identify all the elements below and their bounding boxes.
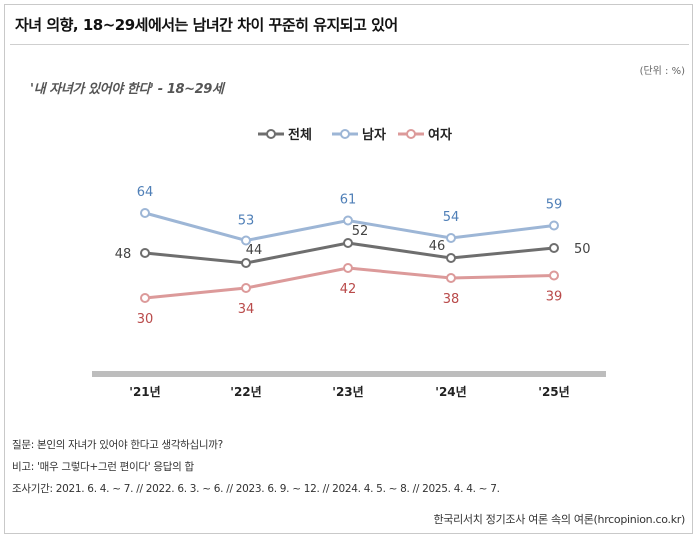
- note-period: 조사기간: 2021. 6. 4. ~ 7. // 2022. 6. 3. ~ …: [12, 483, 500, 495]
- series-male: 64 53 61 54 59: [137, 185, 563, 246]
- series-total: 48 44 52 46 50: [115, 224, 591, 268]
- x-axis-ticks: '21년 '22년 '23년 '24년 '25년: [129, 385, 569, 399]
- series-total-value-label: 44: [246, 243, 263, 258]
- series-total-value-label: 52: [352, 224, 369, 239]
- x-tick-label: '23년: [332, 385, 363, 399]
- series-male-point: [343, 215, 353, 226]
- note-remark: 비고: '매우 그렇다+그런 편이다' 응답의 합: [12, 461, 194, 473]
- series-male-point: [549, 220, 559, 231]
- note-question: 질문: 본인의 자녀가 있어야 한다고 생각하십니까?: [12, 439, 223, 451]
- legend-item-total: 전체: [258, 127, 312, 143]
- series-female-point: [140, 293, 150, 303]
- x-tick-label: '25년: [538, 385, 569, 399]
- legend-swatch-marker: [340, 129, 350, 139]
- legend-label: 여자: [428, 127, 452, 143]
- series-female-value-label: 42: [340, 282, 357, 297]
- series-male-point: [241, 235, 251, 246]
- series-male-value-label: 54: [443, 210, 460, 225]
- legend: 전체 남자 여자: [258, 127, 452, 143]
- series-male-value-label: 64: [137, 185, 154, 200]
- legend-label: 남자: [362, 127, 386, 143]
- series-female-point: [241, 283, 251, 293]
- series-female-value-label: 39: [546, 290, 563, 305]
- legend-label: 전체: [288, 127, 312, 143]
- series-female-value-label: 30: [137, 312, 154, 327]
- series-total-value-label: 50: [574, 242, 591, 257]
- series-male-value-label: 59: [546, 198, 563, 213]
- footnotes: 질문: 본인의 자녀가 있어야 한다고 생각하십니까? 비고: '매우 그렇다+…: [12, 434, 500, 500]
- x-tick-label: '21년: [129, 385, 160, 399]
- page-title: 자녀 의향, 18~29세에서는 남녀간 차이 꾸준히 유지되고 있어: [15, 16, 398, 34]
- series-total-value-label: 46: [429, 239, 446, 254]
- series-total-point: [343, 238, 353, 248]
- series-female-value-label: 34: [238, 302, 255, 317]
- series-total-value-label: 48: [115, 247, 132, 262]
- legend-item-male: 남자: [332, 127, 386, 143]
- series-female-point: [549, 270, 559, 281]
- legend-swatch-marker: [406, 129, 416, 139]
- series-female-value-label: 38: [443, 292, 460, 307]
- series-male-point: [446, 233, 456, 243]
- legend-item-female: 여자: [398, 127, 452, 143]
- legend-swatch-marker: [266, 129, 276, 139]
- series-male-value-label: 53: [238, 214, 255, 229]
- x-axis-baseline: [92, 371, 606, 377]
- series-layer: 48 44 52 46 50 64 53 61 54 59 30 34 42 38 39: [115, 185, 591, 327]
- series-total-point: [241, 258, 251, 268]
- x-tick-label: '24년: [435, 385, 466, 399]
- series-total-point: [140, 248, 150, 258]
- series-male-value-label: 61: [340, 193, 357, 208]
- series-total-point: [446, 253, 456, 263]
- chart-subtitle: '내 자녀가 있어야 한다' - 18~29세: [30, 82, 224, 97]
- series-female-point: [343, 263, 353, 273]
- source-credit: 한국리서치 정기조사 여론 속의 여론(hrcopinion.co.kr): [433, 513, 685, 526]
- series-total-point: [549, 243, 559, 253]
- series-female-point: [446, 273, 456, 283]
- series-female: 30 34 42 38 39: [137, 263, 563, 327]
- x-tick-label: '22년: [230, 385, 261, 399]
- series-male-point: [140, 208, 150, 218]
- unit-label: (단위 : %): [639, 66, 685, 77]
- title-divider: [10, 44, 689, 45]
